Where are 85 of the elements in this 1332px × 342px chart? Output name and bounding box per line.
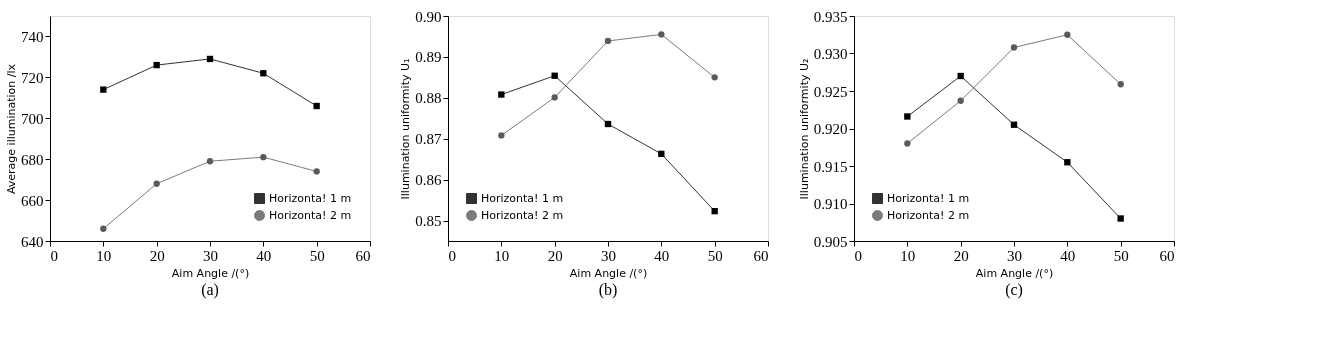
y-tick-label: 0.87 <box>415 131 442 148</box>
y-tick-label: 0.920 <box>813 121 848 137</box>
point <box>1064 159 1071 166</box>
y-tick-label: 0.925 <box>813 83 848 100</box>
y-tick-label: 740 <box>21 28 44 45</box>
point <box>711 74 718 81</box>
y-tick-label: 0.915 <box>813 158 848 175</box>
x-tick-label: 10 <box>900 247 916 264</box>
x-tick-label: 10 <box>494 247 510 264</box>
legend-label: Horizonta! 1 m <box>269 191 352 205</box>
y-tick-label: 0.935 <box>813 8 848 25</box>
y-tick-label: 0.89 <box>415 49 442 66</box>
x-tick-label: 0 <box>448 247 456 264</box>
x-tick-label: 30 <box>203 247 218 264</box>
x-tick-label: 60 <box>355 247 371 264</box>
point <box>313 168 320 175</box>
text: (c) <box>1005 281 1023 299</box>
point <box>206 158 214 165</box>
x-tick-label: 40 <box>654 247 670 264</box>
y-tick-label: 0.930 <box>813 46 848 62</box>
x-tick-label: 60 <box>753 247 769 264</box>
x-tick-label: 20 <box>547 247 563 264</box>
point <box>904 113 911 120</box>
x-tick-label: 0 <box>854 247 862 264</box>
x-tick-label: 10 <box>96 247 112 264</box>
y-tick-label: 680 <box>21 151 44 168</box>
y-tick-label: 0.90 <box>415 8 442 25</box>
legend-label: Horizonta! 2 m <box>481 208 564 222</box>
legend-label: Horizonta! 2 m <box>887 208 970 222</box>
point <box>658 150 665 158</box>
point <box>260 70 267 77</box>
y-tick-label: 0.86 <box>415 172 442 189</box>
x-tick-label: 40 <box>256 247 272 264</box>
y-axis-title: Illumination uniformity U₂ <box>797 58 811 200</box>
y-tick-label: 0.905 <box>813 233 848 250</box>
point <box>498 91 505 98</box>
point <box>206 55 214 63</box>
y-tick-label: 0.88 <box>415 90 442 107</box>
point <box>1117 215 1124 222</box>
y-tick-label: 0.910 <box>813 196 848 212</box>
y-tick-label: 720 <box>21 69 44 86</box>
point <box>711 207 718 215</box>
point <box>100 86 107 93</box>
x-tick-label: 30 <box>1007 247 1022 264</box>
point <box>153 180 160 187</box>
point <box>904 140 911 147</box>
text: (a) <box>201 281 219 299</box>
x-tick-label: 20 <box>953 247 969 264</box>
point <box>957 97 964 104</box>
x-tick-label: 20 <box>149 247 165 264</box>
y-tick-label: 640 <box>21 233 44 250</box>
x-tick-label: 40 <box>1060 247 1076 264</box>
y-tick-label: 700 <box>21 110 44 127</box>
legend-label: Horizonta! 1 m <box>481 191 564 205</box>
point <box>260 153 267 161</box>
point <box>604 37 612 45</box>
text: (b) <box>598 281 618 299</box>
x-axis-title: Aim Angle /(°) <box>975 266 1054 280</box>
legend-label: Horizonta! 2 m <box>269 208 352 222</box>
point <box>551 94 558 101</box>
y-tick-label: 660 <box>21 192 44 209</box>
legend-label: Horizonta! 1 m <box>887 191 970 205</box>
point <box>604 120 612 128</box>
point <box>1064 31 1071 38</box>
x-tick-label: 0 <box>50 247 58 264</box>
point <box>313 102 320 110</box>
point <box>100 225 107 232</box>
point <box>658 31 665 38</box>
y-tick-label: 0.85 <box>415 213 442 230</box>
point <box>551 72 558 79</box>
point <box>153 61 160 69</box>
point <box>1010 121 1018 128</box>
x-axis-title: Aim Angle /(°) <box>171 266 250 280</box>
y-axis-title: Average illumination /lx <box>5 63 18 195</box>
point <box>1117 81 1124 88</box>
x-tick-label: 50 <box>309 247 325 264</box>
x-tick-label: 60 <box>1159 247 1175 264</box>
x-tick-label: 30 <box>601 247 616 264</box>
point <box>1010 44 1018 51</box>
point <box>957 72 964 80</box>
x-tick-label: 50 <box>1113 247 1129 264</box>
x-axis-title: Aim Angle /(°) <box>569 266 648 280</box>
y-axis-title: Illumination uniformity U₁ <box>399 58 413 200</box>
point <box>498 132 505 139</box>
x-tick-label: 50 <box>707 247 723 264</box>
